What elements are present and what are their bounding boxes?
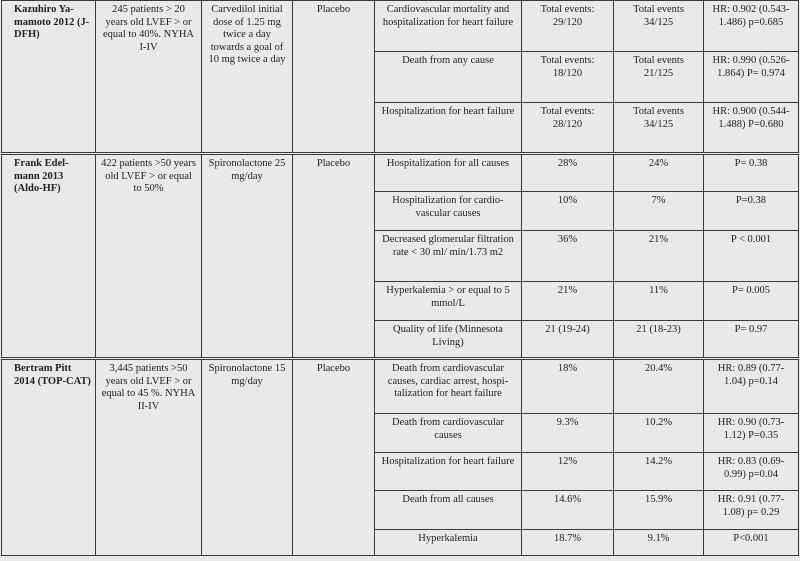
placebo-cell: 10.2% — [613, 413, 704, 453]
outcome-cell: Hyperkalemia > or equal to 5 mmol/L — [374, 281, 522, 321]
table-row: Hospitalization for heart failure Total e… — [2, 102, 799, 154]
outcome-cell: Hospitalization for heart failure — [374, 102, 522, 154]
placebo-cell: 7% — [613, 191, 704, 231]
table-row: Hyperkalemia 18.7% 9.1% P<0.001 — [2, 529, 799, 556]
control-cell: Placebo — [292, 152, 375, 359]
result-cell: HR: 0.990 (0.526-1.864) P= 0.974 — [703, 51, 799, 103]
placebo-cell: Total events 34/125 — [613, 0, 704, 52]
treatment-cell: 18% — [521, 357, 614, 414]
table-row: Bertram Pitt 2014 (TOP-CAT) 3,445 patient… — [1, 357, 799, 556]
outcome-cell: Hospitalization for all causes — [374, 152, 522, 192]
treatment-cell: 14.6% — [521, 490, 614, 530]
table-row: Hyperkalemia > or equal to 5 mmol/L 21% 11… — [2, 281, 799, 321]
table-row: Death from cardiovascular causes 9.3% 10.2… — [2, 413, 799, 453]
table-row: Kazuhiro Ya-mamoto 2012 (J-DFH) 245 patie… — [1, 0, 799, 154]
treatment-cell: 10% — [521, 191, 614, 231]
table-row: Hospitalization for cardio-vascular caus… — [2, 191, 799, 231]
treatment-cell: 12% — [521, 452, 614, 491]
placebo-cell: 21 (18-23) — [613, 320, 704, 359]
result-cell: HR: 0.83 (0.69-0.99) p=0.04 — [703, 452, 799, 491]
result-cell: P<0.001 — [703, 529, 799, 556]
intervention-cell: Carvedilol initial dose of 1.25 mg twice… — [201, 0, 293, 154]
treatment-cell: Total events: 28/120 — [521, 102, 614, 154]
result-cell: P=0.38 — [703, 191, 799, 231]
placebo-cell: Total events 21/125 — [613, 51, 704, 103]
placebo-cell: Total events 34/125 — [613, 102, 704, 154]
result-cell: P= 0.38 — [703, 152, 799, 192]
result-cell: HR: 0.90 (0.73-1.12) P=0.35 — [703, 413, 799, 453]
result-cell: HR: 0.91 (0.77-1.08) p= 0.29 — [703, 490, 799, 530]
outcome-cell: Death from all causes — [374, 490, 522, 530]
outcome-cell: Hyperkalemia — [374, 529, 522, 556]
population-cell: 422 patients >50 years old LVEF > or equ… — [95, 152, 202, 359]
outcome-cell: Quality of life (Minnesota Living) — [374, 320, 522, 359]
outcome-cell: Hospitalization for heart failure — [374, 452, 522, 491]
result-cell: P= 0.97 — [703, 320, 799, 359]
treatment-cell: 21% — [521, 281, 614, 321]
result-cell: P < 0.001 — [703, 230, 799, 282]
table-row: Death from all causes 14.6% 15.9% HR: 0.91 … — [2, 490, 799, 530]
table-row: Hospitalization for heart failure 12% 14.2… — [2, 452, 799, 491]
placebo-cell: 20.4% — [613, 357, 704, 414]
placebo-cell: 21% — [613, 230, 704, 282]
outcome-cell: Death from any cause — [374, 51, 522, 103]
study-cell: Frank Edel-mann 2013 (Aldo-HF) — [1, 152, 96, 359]
result-cell: P= 0.005 — [703, 281, 799, 321]
treatment-cell: Total events: 29/120 — [521, 0, 614, 52]
treatment-cell: 36% — [521, 230, 614, 282]
outcome-cell: Cardiovascular mortality and hospitaliza… — [374, 0, 522, 52]
placebo-cell: 9.1% — [613, 529, 704, 556]
result-cell: HR: 0.902 (0.543-1.486) p=0.685 — [703, 0, 799, 52]
control-cell: Placebo — [292, 0, 375, 154]
population-cell: 245 patients > 20 years old LVEF > or eq… — [95, 0, 202, 154]
treatment-cell: 18.7% — [521, 529, 614, 556]
placebo-cell: 15.9% — [613, 490, 704, 530]
outcome-cell: Decreased glomerular filtration rate < 3… — [374, 230, 522, 282]
intervention-cell: Spironolactone 25 mg/day — [201, 152, 293, 359]
control-cell: Placebo — [292, 357, 375, 556]
result-cell: HR: 0.89 (0.77-1.04) p=0.14 — [703, 357, 799, 414]
population-cell: 3,445 patients >50 years old LVEF > or e… — [95, 357, 202, 556]
table-row: Frank Edel-mann 2013 (Aldo-HF) 422 patien… — [1, 152, 799, 359]
treatment-cell: 9.3% — [521, 413, 614, 453]
treatment-cell: 21 (19-24) — [521, 320, 614, 359]
placebo-cell: 11% — [613, 281, 704, 321]
table-row: Decreased glomerular filtration rate < 3… — [2, 230, 799, 282]
treatment-cell: Total events: 18/120 — [521, 51, 614, 103]
outcome-cell: Death from cardiovascular causes — [374, 413, 522, 453]
result-cell: HR: 0.900 (0.544-1.488) P=0.680 — [703, 102, 799, 154]
table-row: Quality of life (Minnesota Living) 21 (19… — [2, 320, 799, 359]
outcome-cell: Death from cardiovascular causes, cardia… — [374, 357, 522, 414]
table-row: Death from any cause Total events: 18/120… — [2, 51, 799, 103]
treatment-cell: 28% — [521, 152, 614, 192]
study-cell: Kazuhiro Ya-mamoto 2012 (J-DFH) — [1, 0, 96, 154]
placebo-cell: 24% — [613, 152, 704, 192]
placebo-cell: 14.2% — [613, 452, 704, 491]
outcome-cell: Hospitalization for cardio-vascular caus… — [374, 191, 522, 231]
intervention-cell: Spironolactone 15 mg/day — [201, 357, 293, 556]
study-cell: Bertram Pitt 2014 (TOP-CAT) — [1, 357, 96, 556]
